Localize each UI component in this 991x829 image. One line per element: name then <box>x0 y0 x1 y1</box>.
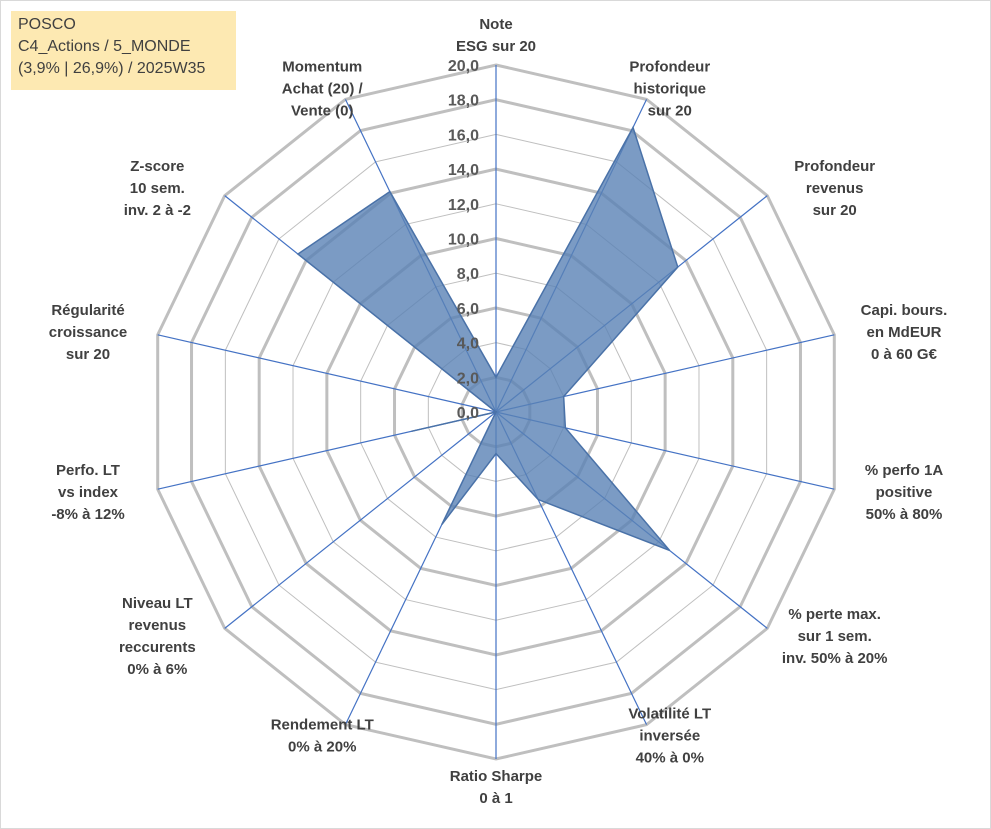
axis-label-line: en MdEUR <box>866 324 941 341</box>
info-company: POSCO <box>18 16 76 33</box>
series-layer <box>296 125 679 552</box>
axis-label-11: Régularité croissance sur 20 <box>49 302 127 363</box>
tick-label: 20,0 <box>448 58 479 75</box>
axis-label-line: sur 20 <box>648 103 692 120</box>
axis-label-line: sur 20 <box>66 346 110 363</box>
tick-label: 8,0 <box>457 266 479 283</box>
axis-label-line: Z-score <box>130 158 184 175</box>
axis-label-line: revenus <box>129 617 187 634</box>
tick-label: 6,0 <box>457 301 479 318</box>
axis-label-line: Régularité <box>51 302 124 319</box>
axis-label-line: Momentum <box>282 59 362 76</box>
axis-label-line: 10 sem. <box>130 180 185 197</box>
axis-label-line: Profondeur <box>794 158 875 175</box>
tick-label: 16,0 <box>448 127 479 144</box>
axis-label-line: reccurents <box>119 639 196 656</box>
axis-label-line: ESG sur 20 <box>456 38 536 55</box>
axis-label-3: Capi. bours. en MdEUR 0 à 60 G€ <box>861 302 948 363</box>
tick-label: 14,0 <box>448 162 479 179</box>
axis-label-9: Niveau LT revenus reccurents 0% à 6% <box>119 595 196 678</box>
axis-label-line: inversée <box>639 727 700 744</box>
spoke-line <box>157 334 497 413</box>
spoke-line <box>224 411 497 629</box>
axis-label-7: Ratio Sharpe 0 à 1 <box>450 768 543 807</box>
axis-label-line: Profondeur <box>629 59 710 76</box>
axis-label-line: Volatilité LT <box>628 705 711 722</box>
axis-label-6: Volatilité LT inversée 40% à 0% <box>628 705 711 766</box>
axis-label-4: % perfo 1A positive 50% à 80% <box>865 462 944 523</box>
axis-label-1: Profondeur historique sur 20 <box>629 59 710 120</box>
axis-label-line: croissance <box>49 324 127 341</box>
axis-label-5: % perte max. sur 1 sem. inv. 50% à 20% <box>782 606 888 667</box>
axis-label-line: Ratio Sharpe <box>450 768 543 785</box>
axis-label-line: Perfo. LT <box>56 462 120 479</box>
tick-label: 12,0 <box>448 197 479 214</box>
axis-label-line: sur 1 sem. <box>798 628 872 645</box>
tick-label: 10,0 <box>448 232 479 249</box>
axis-label-12: Z-score 10 sem. inv. 2 à -2 <box>124 158 191 219</box>
tick-label: 0,0 <box>457 405 479 422</box>
axis-label-13: Momentum Achat (20) / Vente (0) <box>282 59 364 120</box>
axis-label-line: 0% à 20% <box>288 738 356 755</box>
axis-label-line: revenus <box>806 180 864 197</box>
axis-label-line: vs index <box>58 484 119 501</box>
axis-label-line: Rendement LT <box>271 716 374 733</box>
axis-label-line: 0 à 60 G€ <box>871 346 938 363</box>
axis-label-line: 0% à 6% <box>127 661 187 678</box>
axis-label-line: Note <box>479 16 512 33</box>
tick-label: 18,0 <box>448 93 479 110</box>
axis-label-line: 40% à 0% <box>636 749 704 766</box>
axis-label-line: inv. 50% à 20% <box>782 650 888 667</box>
axis-label-line: Capi. bours. <box>861 302 948 319</box>
tick-layer: 0,0 2,0 4,0 6,0 8,0 10,0 12,0 14,0 16,0 18,0 20,0 <box>448 58 479 422</box>
axis-label-line: sur 20 <box>813 202 857 219</box>
axis-label-layer: Note ESG sur 20 Profondeur historique sur 20… <box>49 16 948 807</box>
axis-label-line: Vente (0) <box>291 103 354 120</box>
info-category: C4_Actions / 5_MONDE <box>18 38 191 55</box>
info-box: POSCO C4_Actions / 5_MONDE (3,9% | 26,9%… <box>11 11 236 90</box>
tick-label: 2,0 <box>457 370 479 387</box>
axis-label-line: inv. 2 à -2 <box>124 202 191 219</box>
axis-label-2: Profondeur revenus sur 20 <box>794 158 875 219</box>
axis-label-line: 0 à 1 <box>479 790 512 807</box>
axis-label-line: historique <box>634 81 707 98</box>
axis-label-line: % perfo 1A <box>865 462 944 479</box>
info-period: (3,9% | 26,9%) / 2025W35 <box>18 60 206 77</box>
axis-label-line: % perte max. <box>788 606 881 623</box>
tick-label: 4,0 <box>457 336 479 353</box>
axis-label-line: Achat (20) / <box>282 81 364 98</box>
axis-label-line: 50% à 80% <box>866 506 943 523</box>
axis-label-line: positive <box>876 484 933 501</box>
axis-label-line: Niveau LT <box>122 595 193 612</box>
axis-label-0: Note ESG sur 20 <box>456 16 536 55</box>
series-area <box>296 125 679 552</box>
axis-label-line: -8% à 12% <box>51 506 124 523</box>
axis-label-10: Perfo. LT vs index -8% à 12% <box>51 462 124 523</box>
axis-label-8: Rendement LT 0% à 20% <box>271 716 374 755</box>
